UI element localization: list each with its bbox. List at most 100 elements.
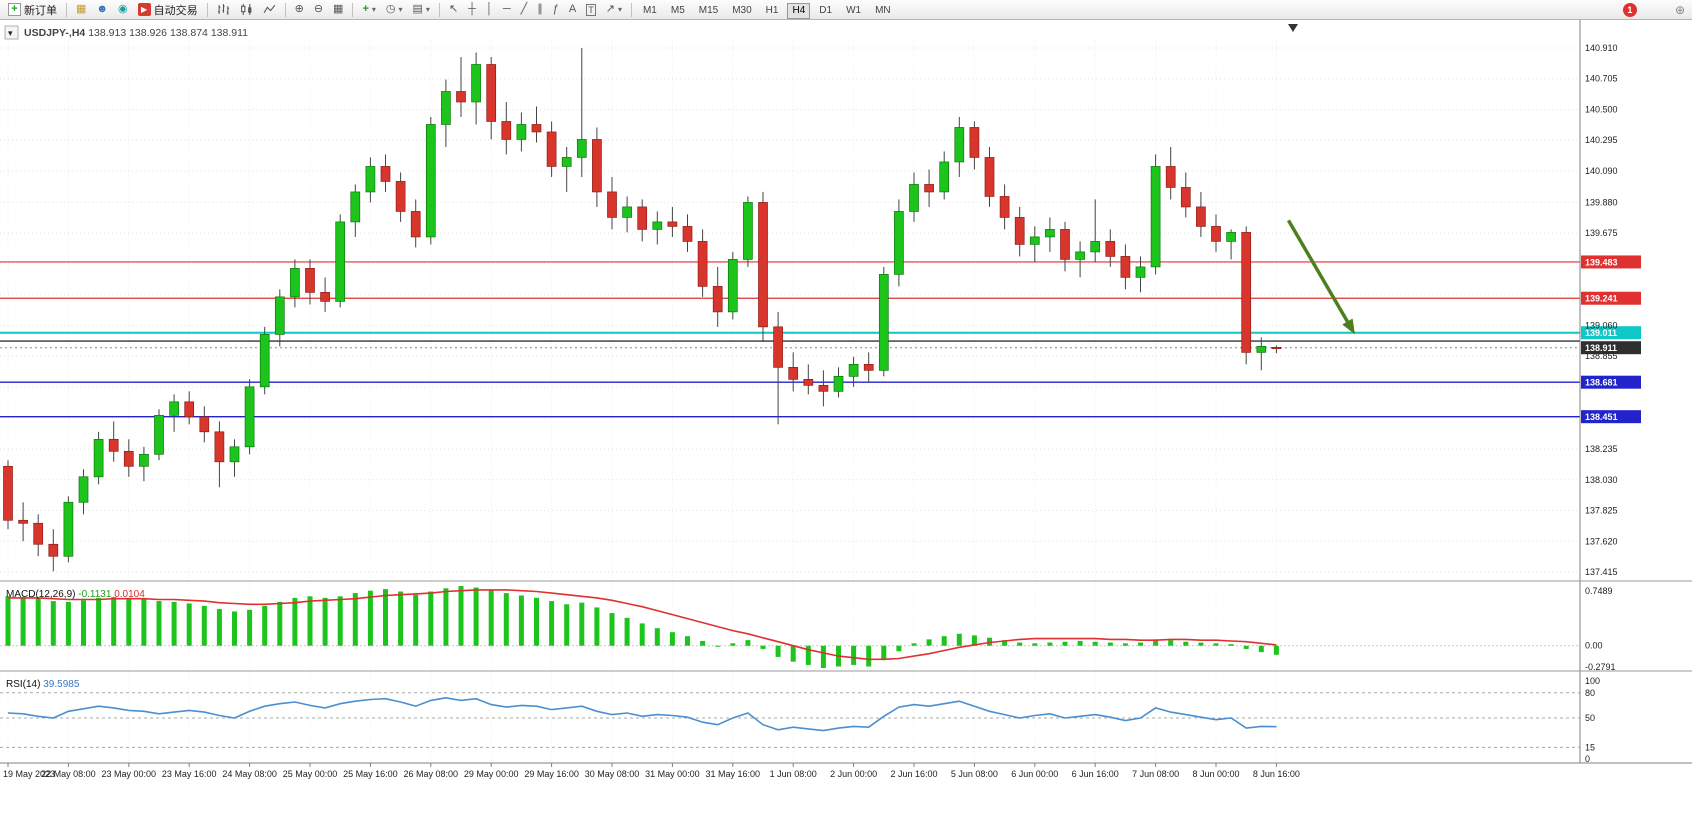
charts-window-button[interactable]: ▦ bbox=[72, 1, 90, 18]
tile-windows-button[interactable]: ▦ bbox=[329, 1, 347, 18]
macd-pane[interactable]: MACD(12,26,9) -0.1131 0.0104 bbox=[0, 586, 1580, 668]
crosshair-tool-button[interactable]: ┼ bbox=[464, 1, 480, 18]
symbol-dropdown-button[interactable] bbox=[4, 25, 19, 40]
price-badge bbox=[1581, 341, 1641, 355]
corner-zoom-icon[interactable]: ⊕ bbox=[1674, 2, 1685, 17]
time-label: 26 May 08:00 bbox=[404, 769, 459, 779]
horizontal-line-tool-button[interactable]: ─ bbox=[499, 1, 515, 18]
zoom-out-button[interactable]: ⊖ bbox=[310, 1, 327, 18]
macd-histogram-bar bbox=[564, 604, 570, 646]
macd-histogram-bar bbox=[232, 611, 237, 646]
macd-histogram-bar bbox=[745, 640, 751, 646]
indicators-button[interactable]: + ▾ bbox=[358, 1, 379, 18]
zoom-in-icon: ⊕ bbox=[294, 3, 304, 15]
main-chart-pane[interactable]: USDJPY-,H4 138.913 138.926 138.874 138.9… bbox=[0, 24, 1580, 572]
templates-button[interactable]: ▤ ▾ bbox=[409, 1, 434, 18]
trendline-icon: ╱ bbox=[520, 3, 528, 15]
indicators-icon: + bbox=[362, 3, 369, 15]
candle bbox=[592, 139, 602, 193]
candle bbox=[229, 446, 240, 463]
macd-histogram-bar bbox=[352, 593, 358, 646]
line-chart-type-button[interactable] bbox=[259, 1, 280, 18]
notification-badge[interactable]: 1 bbox=[1622, 2, 1637, 17]
time-label: 1 Jun 08:00 bbox=[770, 769, 817, 779]
macd-label: MACD(12,26,9) -0.1131 0.0104 bbox=[6, 589, 145, 600]
price-tick-label: 140.910 bbox=[1585, 43, 1618, 53]
timeframe-button-m1[interactable]: M1 bbox=[638, 3, 662, 19]
timeframe-button-mn[interactable]: MN bbox=[870, 3, 896, 19]
time-label: 25 May 16:00 bbox=[343, 769, 398, 779]
candle bbox=[743, 202, 753, 260]
trendline-tool-button[interactable]: ╱ bbox=[517, 1, 532, 18]
new-order-button[interactable]: + 新订单 bbox=[4, 1, 61, 18]
label-icon: T bbox=[586, 3, 596, 16]
time-label: 5 Jun 08:00 bbox=[951, 769, 998, 779]
macd-histogram-bar bbox=[1107, 642, 1113, 646]
timeframe-button-m15[interactable]: M15 bbox=[694, 3, 723, 19]
candle bbox=[1014, 217, 1025, 245]
timeframe-button-m5[interactable]: M5 bbox=[666, 3, 690, 19]
periods-button[interactable]: ◷ ▾ bbox=[382, 1, 407, 18]
navigator-button[interactable]: ◉ bbox=[114, 1, 132, 18]
candle bbox=[3, 465, 13, 521]
timeframe-button-d1[interactable]: D1 bbox=[814, 3, 837, 19]
profiles-button[interactable]: ☻ bbox=[92, 1, 112, 18]
candle bbox=[1060, 229, 1070, 260]
macd-histogram-bar bbox=[458, 586, 464, 646]
macd-histogram-bar bbox=[896, 645, 902, 652]
price-tick-label: 139.675 bbox=[1585, 228, 1618, 238]
price-tick-label: 137.825 bbox=[1585, 506, 1618, 516]
candle bbox=[123, 450, 134, 467]
candle bbox=[244, 386, 255, 448]
new-order-label: 新订单 bbox=[24, 4, 57, 17]
macd-histogram-bar bbox=[700, 640, 706, 646]
macd-histogram-bar bbox=[1032, 643, 1038, 646]
candle bbox=[154, 414, 164, 455]
time-label: 31 May 16:00 bbox=[706, 769, 761, 779]
chart-shift-marker[interactable] bbox=[1288, 24, 1298, 32]
label-tool-button[interactable]: T bbox=[582, 1, 600, 18]
rsi-axis-label: 100 bbox=[1585, 676, 1600, 686]
fibonacci-tool-button[interactable]: ƒ bbox=[549, 1, 563, 18]
candle bbox=[637, 206, 648, 230]
timeframe-button-h1[interactable]: H1 bbox=[761, 3, 784, 19]
symbol-dropdown-icon: ▾ bbox=[8, 28, 13, 38]
cursor-tool-button[interactable]: ↖ bbox=[445, 1, 462, 18]
text-tool-button[interactable]: A bbox=[565, 1, 580, 18]
macd-histogram-bar bbox=[1183, 641, 1189, 646]
rsi-pane[interactable]: RSI(14) 39.5985 bbox=[0, 679, 1580, 748]
candle bbox=[758, 202, 768, 328]
macd-histogram-bar bbox=[35, 598, 41, 646]
chart-area[interactable]: USDJPY-,H4 138.913 138.926 138.874 138.9… bbox=[0, 20, 1692, 836]
timeframe-button-w1[interactable]: W1 bbox=[841, 3, 866, 19]
rsi-axis-label: 50 bbox=[1585, 713, 1595, 723]
time-label: 2 Jun 00:00 bbox=[830, 769, 877, 779]
timeframe-button-m30[interactable]: M30 bbox=[727, 3, 756, 19]
cursor-icon: ↖ bbox=[448, 3, 459, 15]
horizontal-line-icon: ─ bbox=[502, 3, 511, 15]
bar-chart-type-button[interactable] bbox=[213, 1, 234, 18]
macd-histogram-bar bbox=[926, 639, 932, 646]
candle bbox=[909, 184, 919, 212]
autotrade-button[interactable]: ▶ 自动交易 bbox=[134, 1, 202, 18]
candle bbox=[93, 438, 104, 478]
candle-chart-type-button[interactable] bbox=[236, 1, 257, 18]
macd-histogram-bar bbox=[881, 645, 887, 661]
candle bbox=[441, 91, 451, 125]
timeframe-button-h4[interactable]: H4 bbox=[787, 2, 811, 19]
candle bbox=[576, 139, 587, 158]
price-axis[interactable] bbox=[1579, 20, 1641, 763]
arrow-tools-button[interactable]: ↗ ▾ bbox=[602, 1, 626, 18]
candle bbox=[1226, 232, 1236, 242]
candle bbox=[1241, 232, 1252, 353]
price-badge bbox=[1581, 326, 1641, 340]
zoom-in-button[interactable]: ⊕ bbox=[291, 1, 308, 18]
candle bbox=[380, 166, 391, 182]
macd-histogram-bar bbox=[171, 601, 177, 646]
macd-histogram-bar bbox=[473, 587, 479, 646]
time-axis[interactable] bbox=[0, 762, 1692, 767]
trend-arrow-annotation[interactable] bbox=[1286, 219, 1352, 328]
vertical-line-tool-button[interactable]: │ bbox=[482, 1, 497, 18]
channel-tool-button[interactable]: ∥ bbox=[533, 1, 547, 18]
candle bbox=[1120, 256, 1131, 278]
